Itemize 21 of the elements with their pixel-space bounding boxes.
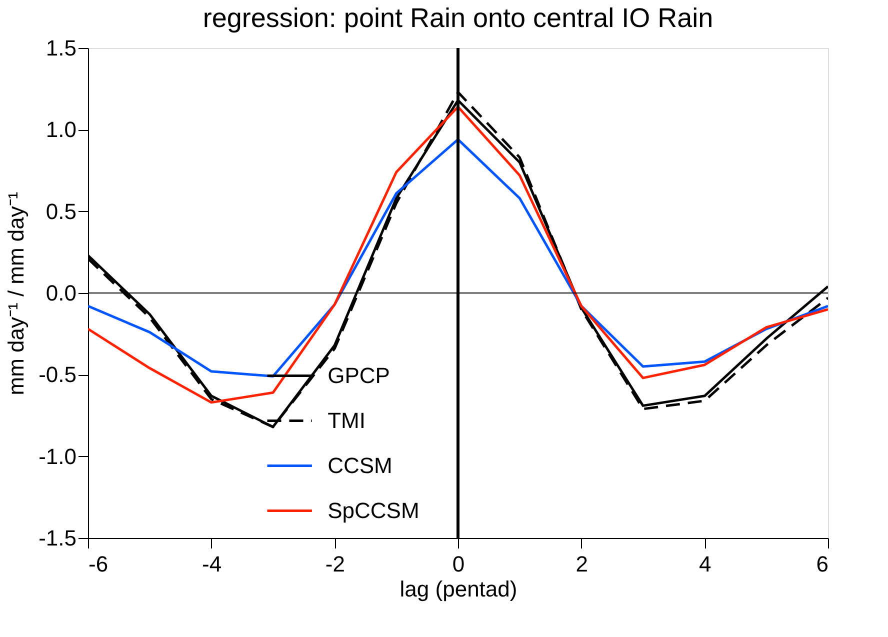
x-tick-label: 4 <box>699 552 712 576</box>
x-tick-label: -2 <box>325 552 345 576</box>
x-tick-label: 6 <box>816 552 828 576</box>
y-tick-label: -0.5 <box>38 362 76 388</box>
x-axis-title: lag (pentad) <box>400 576 518 602</box>
legend-label: TMI <box>328 408 366 433</box>
y-tick-label: 1.0 <box>46 117 76 142</box>
y-tick-label: -1.5 <box>38 526 76 550</box>
y-axis-title: mm day⁻¹ / mm day⁻¹ <box>4 192 29 396</box>
legend-label: GPCP <box>328 362 390 388</box>
legend-label: SpCCSM <box>328 498 420 523</box>
chart-title: regression: point Rain onto central IO Rain <box>202 3 714 33</box>
x-tick-label: 0 <box>452 552 465 576</box>
y-tick-label: 1.5 <box>46 36 76 60</box>
y-tick-label: 0.5 <box>46 198 76 224</box>
legend-label: CCSM <box>328 452 392 478</box>
x-tick-label: 2 <box>576 552 588 576</box>
x-tick-label: -4 <box>202 552 222 576</box>
y-tick-label: -1.0 <box>38 444 76 469</box>
x-tick-label: -6 <box>88 552 108 576</box>
y-tick-label: 0.0 <box>46 280 76 306</box>
